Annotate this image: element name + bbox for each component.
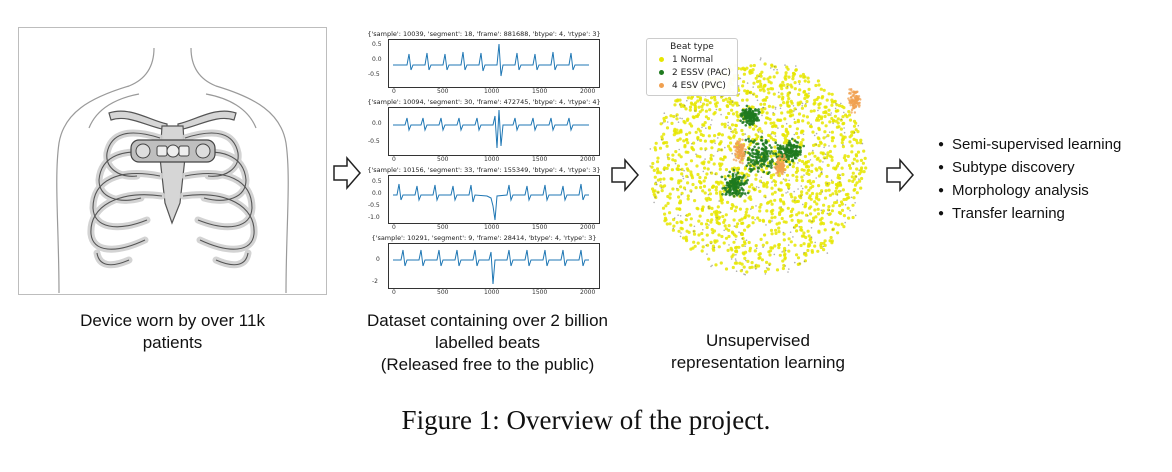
- scatter-legend: Beat type 1 Normal 2 ESSV (PAC) 4 ESV (P…: [646, 38, 738, 96]
- legend-title: Beat type: [670, 42, 714, 52]
- dataset-caption: Dataset containing over 2 billion labell…: [367, 311, 608, 374]
- device-caption: Device worn by over 11k patients: [80, 311, 265, 352]
- ecg-plot: [388, 175, 600, 224]
- device-illustration: [18, 27, 327, 295]
- plot-header: {'sample': 10039, 'segment': 18, 'frame'…: [367, 30, 601, 38]
- plot-header: {'sample': 10094, 'segment': 30, 'frame'…: [367, 98, 601, 106]
- ecg-plot: [388, 243, 600, 289]
- applications-list: Semi-supervised learning Subtype discove…: [938, 134, 1168, 226]
- plot-header: {'sample': 10291, 'segment': 9, 'frame':…: [371, 234, 597, 242]
- arrow-right-icon: [886, 158, 914, 192]
- arrow-right-icon: [611, 158, 639, 192]
- plot-header: {'sample': 10156, 'segment': 33, 'frame'…: [367, 166, 601, 174]
- legend-dot-normal: [659, 57, 664, 62]
- list-item: Subtype discovery: [938, 157, 1168, 180]
- chest-ribcage-illustration: [56, 47, 289, 294]
- legend-dot-pvc: [659, 83, 664, 88]
- ecg-dataset-panel: {'sample': 10039, 'segment': 18, 'frame'…: [367, 30, 601, 296]
- ecg-plot: [388, 107, 600, 156]
- embedding-scatter: [640, 36, 876, 286]
- arrow-right-icon: [333, 156, 361, 190]
- scatter-plot: [649, 57, 868, 276]
- list-item: Transfer learning: [938, 203, 1168, 226]
- legend-item-normal: 1 Normal: [653, 53, 731, 66]
- list-item: Morphology analysis: [938, 180, 1168, 203]
- ecg-plot: [388, 39, 600, 88]
- legend-item-pac: 2 ESSV (PAC): [653, 66, 731, 79]
- list-item: Semi-supervised learning: [938, 134, 1168, 157]
- ecg-device: [130, 139, 216, 163]
- figure-caption: Figure 1: Overview of the project.: [401, 405, 771, 435]
- legend-item-pvc: 4 ESV (PVC): [653, 79, 731, 92]
- representation-caption: Unsupervised representation learning: [671, 331, 845, 372]
- legend-dot-pac: [659, 70, 664, 75]
